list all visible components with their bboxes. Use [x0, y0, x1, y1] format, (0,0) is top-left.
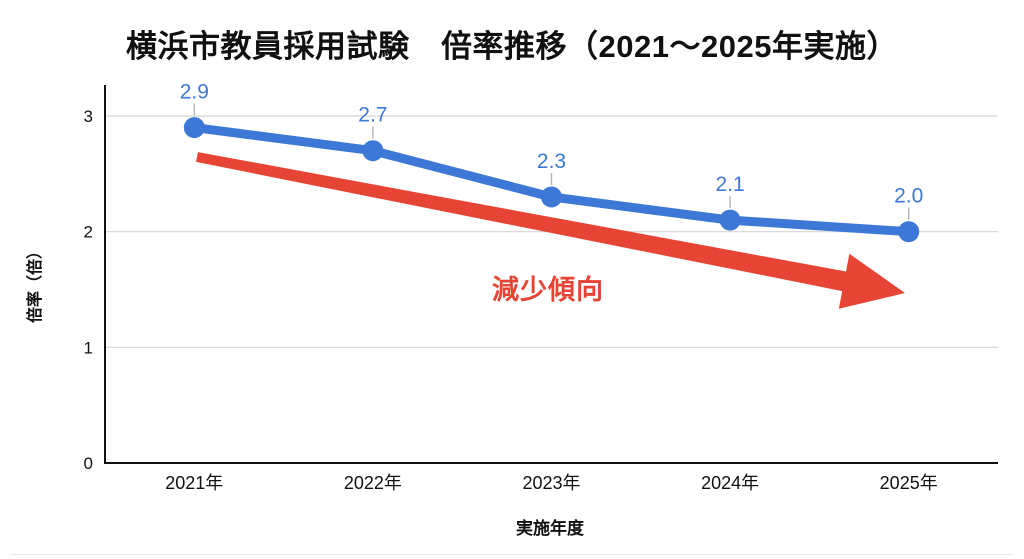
data-label: 2.0: [894, 185, 923, 208]
y-tick-label: 1: [84, 338, 93, 357]
data-label: 2.9: [180, 81, 209, 104]
x-tick-label: 2021年: [165, 473, 223, 493]
data-label: 2.1: [715, 173, 744, 196]
data-point: [541, 186, 562, 208]
y-tick-label: 0: [84, 454, 93, 473]
x-tick-label: 2023年: [522, 473, 580, 493]
data-label: 2.3: [537, 150, 566, 173]
x-tick-label: 2022年: [344, 473, 402, 493]
chart-title: 横浜市教員採用試験 倍率推移（2021〜2025年実施）: [126, 29, 898, 64]
y-tick-label: 3: [84, 107, 93, 126]
trend-annotation: 減少傾向: [492, 275, 604, 305]
data-point: [183, 117, 205, 139]
trend-arrow: [196, 152, 906, 309]
data-point: [898, 221, 920, 243]
x-tick-label: 2025年: [880, 473, 938, 493]
y-tick-label: 2: [84, 223, 93, 242]
data-point: [362, 140, 384, 162]
x-tick-label: 2024年: [701, 473, 759, 493]
data-point: [719, 209, 741, 231]
data-label: 2.7: [358, 104, 387, 127]
slide-bottom-edge: [10, 554, 1014, 555]
x-axis-title: 実施年度: [516, 519, 584, 538]
y-axis-title: 倍率（倍）: [27, 243, 44, 324]
